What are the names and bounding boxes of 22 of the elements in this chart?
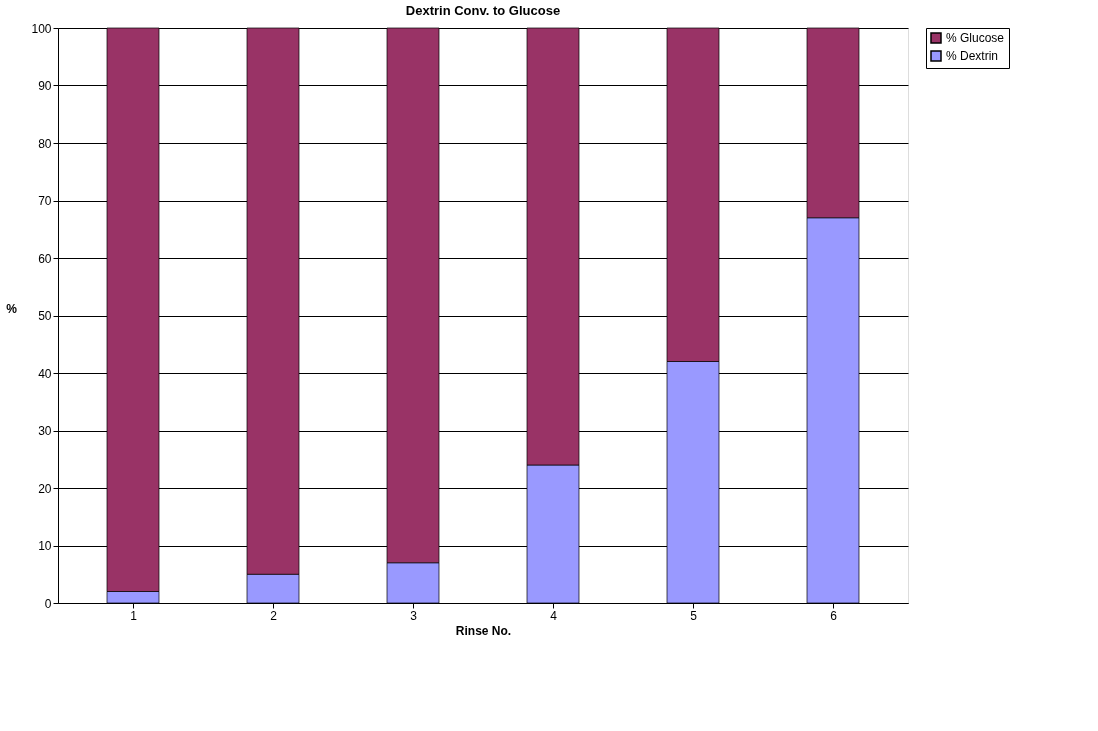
y-tick-label: 90: [38, 79, 52, 93]
y-tick-label: 60: [38, 251, 52, 266]
legend-label: % Dextrin: [946, 49, 999, 63]
x-tick-label: 4: [550, 608, 558, 623]
y-tick-label: 80: [38, 136, 52, 151]
x-tick-label: 3: [410, 608, 418, 623]
chart-title: Dextrin Conv. to Glucose: [405, 3, 561, 18]
x-tick-label: 1: [130, 608, 138, 623]
y-tick-label: 20: [38, 481, 52, 496]
y-axis-title: %: [6, 302, 18, 316]
legend-label: % Glucose: [946, 31, 1005, 45]
x-axis-title: Rinse No.: [455, 623, 512, 638]
y-tick-label: 30: [38, 424, 52, 438]
y-tick-label: 40: [38, 366, 52, 381]
x-tick-label: 2: [270, 608, 278, 623]
x-tick-label: 5: [690, 608, 698, 623]
y-tick-label: 100: [31, 21, 52, 36]
x-tick-label: 6: [830, 608, 838, 623]
y-tick-label: 10: [38, 539, 52, 553]
y-tick-label: 0: [44, 596, 52, 611]
y-tick-label: 50: [38, 309, 52, 323]
y-tick-label: 70: [38, 194, 52, 208]
